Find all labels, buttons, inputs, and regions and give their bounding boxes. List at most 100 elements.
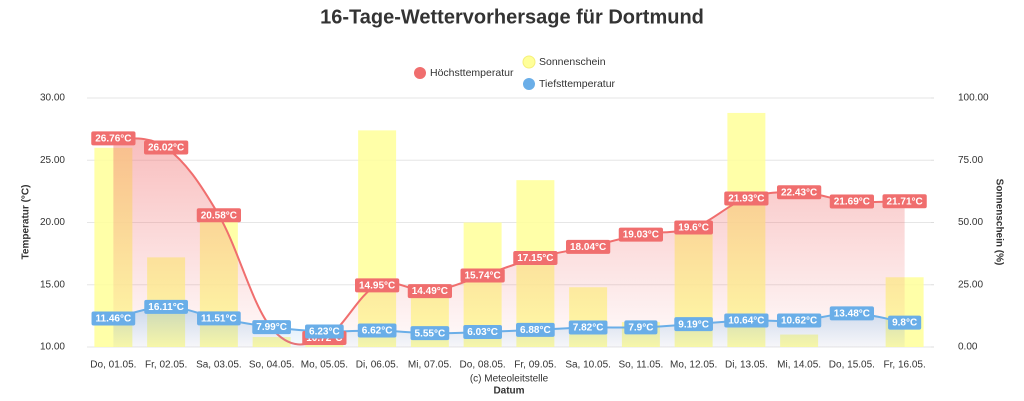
data-label: 10.62°C <box>777 313 822 328</box>
data-label-box <box>566 239 611 254</box>
data-label-text: 15.74°C <box>465 271 501 282</box>
data-label: 16.11°C <box>144 299 188 314</box>
data-label-text: 26.76°C <box>95 133 131 144</box>
data-label: 21.93°C <box>724 191 769 206</box>
x-tick-label: Mo, 05.05. <box>301 360 348 371</box>
data-label-box <box>882 194 927 209</box>
data-label-text: 10.72°C <box>306 333 342 344</box>
data-label-box <box>305 324 344 339</box>
y2-tick-label: 75.00 <box>958 155 983 166</box>
data-label-box <box>624 320 658 335</box>
data-label-box <box>144 299 188 314</box>
data-label-box <box>568 320 608 335</box>
data-label-text: 14.49°C <box>412 286 448 297</box>
area-fill <box>113 138 905 347</box>
x-tick-label: Mi, 07.05. <box>408 360 452 371</box>
data-label-text: 13.48°C <box>834 309 870 320</box>
y2-tick-label: 0.00 <box>958 342 978 353</box>
data-label: 14.95°C <box>355 278 400 293</box>
data-label-text: 9.8°C <box>892 318 917 329</box>
data-label-box <box>196 208 241 223</box>
data-label-box <box>674 220 713 235</box>
x-tick-label: Fr, 02.05. <box>145 360 187 371</box>
data-label-text: 21.93°C <box>728 194 764 205</box>
data-label: 6.62°C <box>357 323 397 338</box>
data-label-text: 7.99°C <box>256 322 287 333</box>
x-tick-label: So, 04.05. <box>249 360 295 371</box>
data-label-box <box>410 326 450 341</box>
data-label-text: 26.02°C <box>148 143 184 154</box>
data-label-text: 10.64°C <box>728 316 764 327</box>
data-label-text: 5.55°C <box>415 328 446 339</box>
data-label: 6.88°C <box>516 322 555 337</box>
y2-tick-label: 50.00 <box>958 217 983 228</box>
data-label-text: 19.6°C <box>678 223 709 234</box>
data-label: 26.76°C <box>91 131 136 146</box>
data-label-box <box>144 140 189 155</box>
data-label-box <box>197 311 241 326</box>
data-label: 6.03°C <box>463 324 502 339</box>
data-label-box <box>357 323 397 338</box>
x-tick-label: So, 11.05. <box>618 360 663 371</box>
data-label: 17.15°C <box>513 250 558 265</box>
data-label-text: 22.43°C <box>781 187 817 198</box>
y2-tick-label: 100.00 <box>958 93 989 104</box>
data-label-text: 7.9°C <box>628 322 653 333</box>
data-label: 11.51°C <box>197 311 241 326</box>
x-axis-title: Datum <box>493 386 524 397</box>
data-label-box <box>674 317 713 332</box>
data-label-box <box>513 250 558 265</box>
y-tick-label: 20.00 <box>40 217 65 228</box>
data-label: 14.49°C <box>407 284 452 299</box>
line <box>113 305 905 335</box>
data-label-text: 6.88°C <box>520 325 551 336</box>
data-label-text: 6.62°C <box>362 326 393 337</box>
legend-label: Tiefsttemperatur <box>539 78 616 90</box>
legend-swatch <box>414 67 426 79</box>
data-label: 10.64°C <box>724 313 769 328</box>
data-label-box <box>91 311 136 326</box>
x-tick-label: Do, 15.05. <box>829 360 875 371</box>
data-label-text: 11.46°C <box>96 314 132 325</box>
x-tick-label: Sa, 10.05. <box>565 360 611 371</box>
data-label-text: 6.03°C <box>467 327 498 338</box>
data-label: 5.55°C <box>410 326 450 341</box>
data-label: 7.82°C <box>568 320 608 335</box>
x-tick-label: Mo, 12.05. <box>670 360 717 371</box>
data-label: 19.03°C <box>618 227 663 242</box>
legend: Höchsttemperatur Sonnenschein Tiefsttemp… <box>414 55 616 90</box>
x-tick-label: Mi, 14.05. <box>777 360 821 371</box>
data-label-box <box>724 313 769 328</box>
data-label-box <box>516 322 555 337</box>
data-label: 15.74°C <box>460 268 505 283</box>
data-label: 9.8°C <box>888 315 922 330</box>
y-tick-label: 10.00 <box>40 342 65 353</box>
data-label-text: 18.04°C <box>570 242 606 253</box>
data-label-box <box>463 324 502 339</box>
data-label: 19.6°C <box>674 220 713 235</box>
data-label: 26.02°C <box>144 140 189 155</box>
data-label-text: 20.58°C <box>201 210 237 221</box>
data-label-text: 21.69°C <box>834 197 870 208</box>
data-label-box <box>355 278 400 293</box>
x-tick-label: Di, 06.05. <box>356 360 399 371</box>
y-tick-label: 30.00 <box>40 93 65 104</box>
x-tick-label: Do, 01.05. <box>90 360 136 371</box>
x-tick-label: Di, 13.05. <box>725 360 768 371</box>
data-label: 22.43°C <box>777 185 822 200</box>
legend-label: Höchsttemperatur <box>430 67 514 79</box>
data-label: 21.69°C <box>829 194 874 209</box>
data-label-text: 14.95°C <box>359 281 395 292</box>
data-label: 20.58°C <box>196 208 241 223</box>
data-label-text: 11.51°C <box>201 313 237 324</box>
data-label: 7.9°C <box>624 320 658 335</box>
data-label-text: 21.71°C <box>887 196 923 207</box>
data-label: 13.48°C <box>829 306 874 321</box>
data-label-box <box>91 131 136 146</box>
data-label-text: 9.19°C <box>678 319 709 330</box>
data-label-box <box>407 284 452 299</box>
data-label-text: 6.23°C <box>309 327 340 338</box>
y2-axis-title: Sonnenschein (%) <box>993 179 1004 266</box>
data-label: 21.71°C <box>882 194 927 209</box>
